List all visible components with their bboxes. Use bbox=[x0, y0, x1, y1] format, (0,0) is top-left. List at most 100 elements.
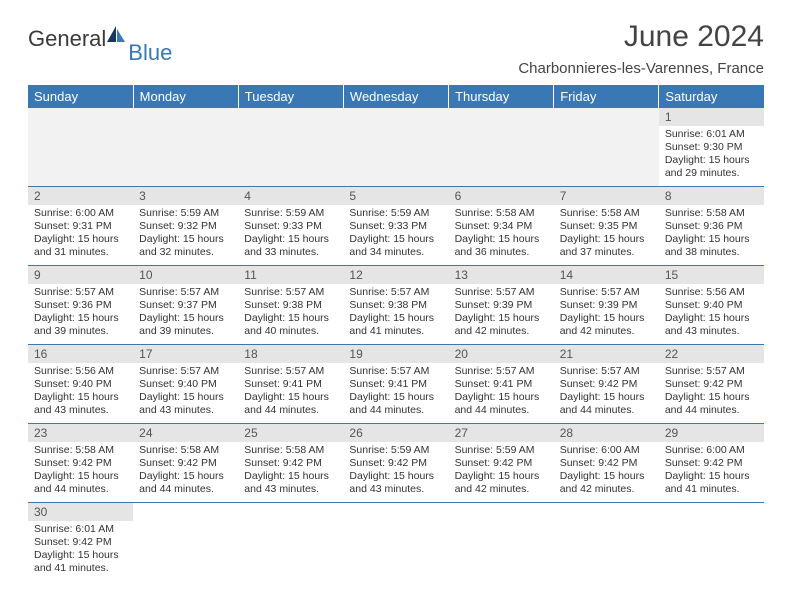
calendar-cell-empty bbox=[28, 108, 133, 187]
calendar-cell: 10Sunrise: 5:57 AMSunset: 9:37 PMDayligh… bbox=[133, 266, 238, 345]
calendar-body: 1Sunrise: 6:01 AMSunset: 9:30 PMDaylight… bbox=[28, 108, 764, 581]
day-number: 13 bbox=[449, 266, 554, 284]
day-details: Sunrise: 5:57 AMSunset: 9:41 PMDaylight:… bbox=[343, 363, 448, 422]
calendar-row: 30Sunrise: 6:01 AMSunset: 9:42 PMDayligh… bbox=[28, 503, 764, 582]
day-number: 23 bbox=[28, 424, 133, 442]
day-details: Sunrise: 5:58 AMSunset: 9:42 PMDaylight:… bbox=[28, 442, 133, 501]
day-number: 25 bbox=[238, 424, 343, 442]
calendar-cell: 8Sunrise: 5:58 AMSunset: 9:36 PMDaylight… bbox=[659, 187, 764, 266]
day-details: Sunrise: 5:59 AMSunset: 9:32 PMDaylight:… bbox=[133, 205, 238, 264]
calendar-cell-empty bbox=[343, 503, 448, 582]
day-number: 29 bbox=[659, 424, 764, 442]
day-details: Sunrise: 5:57 AMSunset: 9:38 PMDaylight:… bbox=[238, 284, 343, 343]
calendar-cell: 29Sunrise: 6:00 AMSunset: 9:42 PMDayligh… bbox=[659, 424, 764, 503]
calendar-cell: 14Sunrise: 5:57 AMSunset: 9:39 PMDayligh… bbox=[554, 266, 659, 345]
calendar-cell: 28Sunrise: 6:00 AMSunset: 9:42 PMDayligh… bbox=[554, 424, 659, 503]
calendar-row: 2Sunrise: 6:00 AMSunset: 9:31 PMDaylight… bbox=[28, 187, 764, 266]
calendar-cell: 12Sunrise: 5:57 AMSunset: 9:38 PMDayligh… bbox=[343, 266, 448, 345]
calendar-row: 23Sunrise: 5:58 AMSunset: 9:42 PMDayligh… bbox=[28, 424, 764, 503]
calendar-cell: 5Sunrise: 5:59 AMSunset: 9:33 PMDaylight… bbox=[343, 187, 448, 266]
weekday-header: Tuesday bbox=[238, 85, 343, 108]
calendar-cell: 13Sunrise: 5:57 AMSunset: 9:39 PMDayligh… bbox=[449, 266, 554, 345]
day-number: 9 bbox=[28, 266, 133, 284]
weekday-header: Wednesday bbox=[343, 85, 448, 108]
weekday-header: Thursday bbox=[449, 85, 554, 108]
day-number: 24 bbox=[133, 424, 238, 442]
calendar-cell: 15Sunrise: 5:56 AMSunset: 9:40 PMDayligh… bbox=[659, 266, 764, 345]
page-header: General Blue June 2024 Charbonnieres-les… bbox=[28, 20, 764, 77]
day-number: 7 bbox=[554, 187, 659, 205]
day-number: 4 bbox=[238, 187, 343, 205]
calendar-cell: 26Sunrise: 5:59 AMSunset: 9:42 PMDayligh… bbox=[343, 424, 448, 503]
sail-icon bbox=[105, 24, 127, 49]
day-number: 2 bbox=[28, 187, 133, 205]
day-number: 26 bbox=[343, 424, 448, 442]
day-details: Sunrise: 5:57 AMSunset: 9:42 PMDaylight:… bbox=[554, 363, 659, 422]
weekday-header: Monday bbox=[133, 85, 238, 108]
calendar-cell: 16Sunrise: 5:56 AMSunset: 9:40 PMDayligh… bbox=[28, 345, 133, 424]
day-details: Sunrise: 5:57 AMSunset: 9:37 PMDaylight:… bbox=[133, 284, 238, 343]
day-number: 12 bbox=[343, 266, 448, 284]
day-details: Sunrise: 5:59 AMSunset: 9:33 PMDaylight:… bbox=[238, 205, 343, 264]
day-number: 10 bbox=[133, 266, 238, 284]
calendar-cell: 7Sunrise: 5:58 AMSunset: 9:35 PMDaylight… bbox=[554, 187, 659, 266]
calendar-cell: 2Sunrise: 6:00 AMSunset: 9:31 PMDaylight… bbox=[28, 187, 133, 266]
calendar-cell-empty bbox=[343, 108, 448, 187]
weekday-header: Friday bbox=[554, 85, 659, 108]
day-details: Sunrise: 5:58 AMSunset: 9:34 PMDaylight:… bbox=[449, 205, 554, 264]
calendar-page: General Blue June 2024 Charbonnieres-les… bbox=[0, 0, 792, 601]
day-details: Sunrise: 5:56 AMSunset: 9:40 PMDaylight:… bbox=[28, 363, 133, 422]
day-number: 20 bbox=[449, 345, 554, 363]
day-details: Sunrise: 5:57 AMSunset: 9:40 PMDaylight:… bbox=[133, 363, 238, 422]
calendar-cell-empty bbox=[238, 503, 343, 582]
day-number: 11 bbox=[238, 266, 343, 284]
brand-logo: General Blue bbox=[28, 26, 176, 52]
calendar-cell: 22Sunrise: 5:57 AMSunset: 9:42 PMDayligh… bbox=[659, 345, 764, 424]
calendar-cell: 25Sunrise: 5:58 AMSunset: 9:42 PMDayligh… bbox=[238, 424, 343, 503]
calendar-cell-empty bbox=[659, 503, 764, 582]
day-details: Sunrise: 6:00 AMSunset: 9:42 PMDaylight:… bbox=[554, 442, 659, 501]
day-details: Sunrise: 5:57 AMSunset: 9:41 PMDaylight:… bbox=[238, 363, 343, 422]
calendar-cell-empty bbox=[133, 108, 238, 187]
day-details: Sunrise: 5:57 AMSunset: 9:41 PMDaylight:… bbox=[449, 363, 554, 422]
calendar-cell: 18Sunrise: 5:57 AMSunset: 9:41 PMDayligh… bbox=[238, 345, 343, 424]
location-label: Charbonnieres-les-Varennes, France bbox=[518, 60, 764, 77]
calendar-cell: 21Sunrise: 5:57 AMSunset: 9:42 PMDayligh… bbox=[554, 345, 659, 424]
day-details: Sunrise: 6:01 AMSunset: 9:30 PMDaylight:… bbox=[659, 126, 764, 185]
calendar-cell: 9Sunrise: 5:57 AMSunset: 9:36 PMDaylight… bbox=[28, 266, 133, 345]
calendar-cell: 17Sunrise: 5:57 AMSunset: 9:40 PMDayligh… bbox=[133, 345, 238, 424]
day-details: Sunrise: 6:01 AMSunset: 9:42 PMDaylight:… bbox=[28, 521, 133, 580]
day-number: 5 bbox=[343, 187, 448, 205]
calendar-cell: 24Sunrise: 5:58 AMSunset: 9:42 PMDayligh… bbox=[133, 424, 238, 503]
day-number: 15 bbox=[659, 266, 764, 284]
calendar-table: SundayMondayTuesdayWednesdayThursdayFrid… bbox=[28, 85, 764, 581]
calendar-cell: 3Sunrise: 5:59 AMSunset: 9:32 PMDaylight… bbox=[133, 187, 238, 266]
day-number: 6 bbox=[449, 187, 554, 205]
calendar-cell: 30Sunrise: 6:01 AMSunset: 9:42 PMDayligh… bbox=[28, 503, 133, 582]
day-details: Sunrise: 5:58 AMSunset: 9:42 PMDaylight:… bbox=[238, 442, 343, 501]
calendar-row: 9Sunrise: 5:57 AMSunset: 9:36 PMDaylight… bbox=[28, 266, 764, 345]
day-details: Sunrise: 5:57 AMSunset: 9:39 PMDaylight:… bbox=[449, 284, 554, 343]
calendar-cell-empty bbox=[554, 108, 659, 187]
day-details: Sunrise: 5:58 AMSunset: 9:42 PMDaylight:… bbox=[133, 442, 238, 501]
calendar-cell: 4Sunrise: 5:59 AMSunset: 9:33 PMDaylight… bbox=[238, 187, 343, 266]
calendar-cell-empty bbox=[449, 108, 554, 187]
day-number: 22 bbox=[659, 345, 764, 363]
day-details: Sunrise: 5:58 AMSunset: 9:36 PMDaylight:… bbox=[659, 205, 764, 264]
day-details: Sunrise: 5:59 AMSunset: 9:42 PMDaylight:… bbox=[343, 442, 448, 501]
calendar-head: SundayMondayTuesdayWednesdayThursdayFrid… bbox=[28, 85, 764, 108]
calendar-cell: 23Sunrise: 5:58 AMSunset: 9:42 PMDayligh… bbox=[28, 424, 133, 503]
brand-general: General bbox=[28, 26, 106, 52]
day-details: Sunrise: 5:57 AMSunset: 9:39 PMDaylight:… bbox=[554, 284, 659, 343]
weekday-header: Saturday bbox=[659, 85, 764, 108]
calendar-cell: 11Sunrise: 5:57 AMSunset: 9:38 PMDayligh… bbox=[238, 266, 343, 345]
day-details: Sunrise: 5:56 AMSunset: 9:40 PMDaylight:… bbox=[659, 284, 764, 343]
calendar-cell: 1Sunrise: 6:01 AMSunset: 9:30 PMDaylight… bbox=[659, 108, 764, 187]
day-details: Sunrise: 5:57 AMSunset: 9:42 PMDaylight:… bbox=[659, 363, 764, 422]
calendar-cell: 27Sunrise: 5:59 AMSunset: 9:42 PMDayligh… bbox=[449, 424, 554, 503]
day-number: 17 bbox=[133, 345, 238, 363]
calendar-cell: 20Sunrise: 5:57 AMSunset: 9:41 PMDayligh… bbox=[449, 345, 554, 424]
day-details: Sunrise: 6:00 AMSunset: 9:31 PMDaylight:… bbox=[28, 205, 133, 264]
header-right: June 2024 Charbonnieres-les-Varennes, Fr… bbox=[518, 20, 764, 77]
day-details: Sunrise: 5:59 AMSunset: 9:33 PMDaylight:… bbox=[343, 205, 448, 264]
